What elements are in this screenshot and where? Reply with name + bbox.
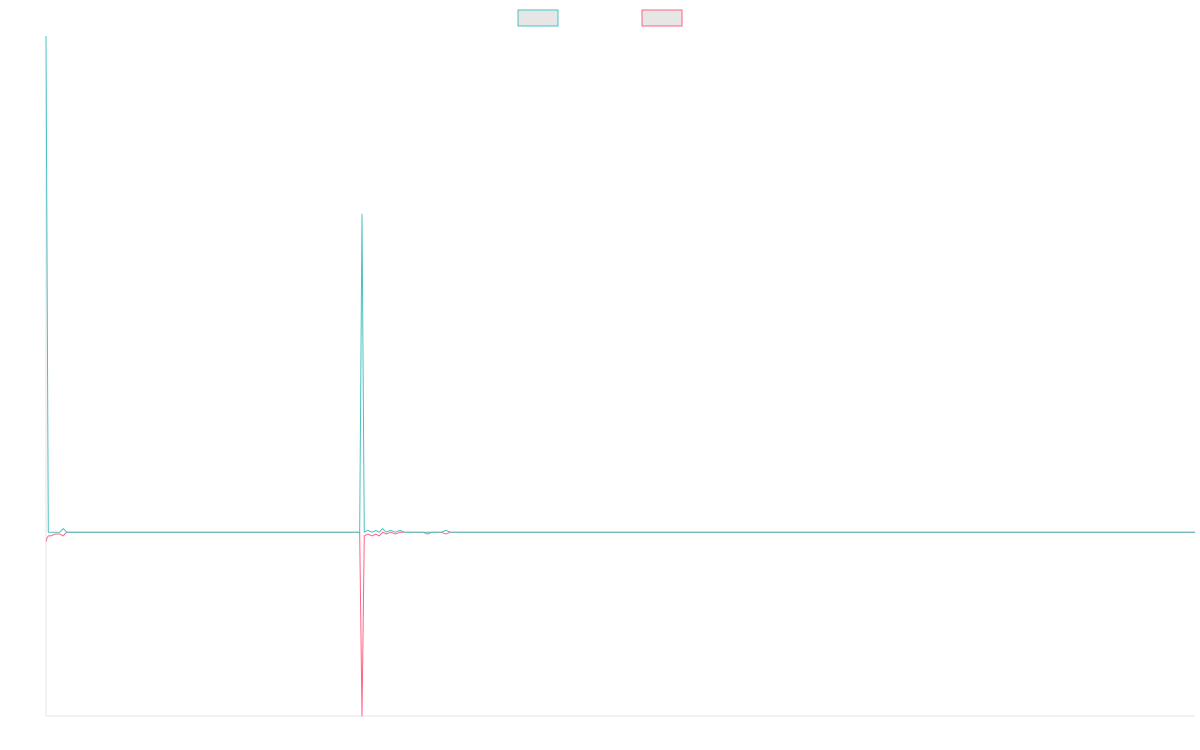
series-layer	[45, 35, 1195, 717]
series-line-1	[45, 35, 1195, 533]
legend	[517, 9, 683, 27]
legend-swatch-2[interactable]	[641, 9, 683, 27]
series-line-2	[45, 531, 1195, 717]
legend-swatch-1[interactable]	[517, 9, 559, 27]
axes	[45, 36, 1195, 717]
